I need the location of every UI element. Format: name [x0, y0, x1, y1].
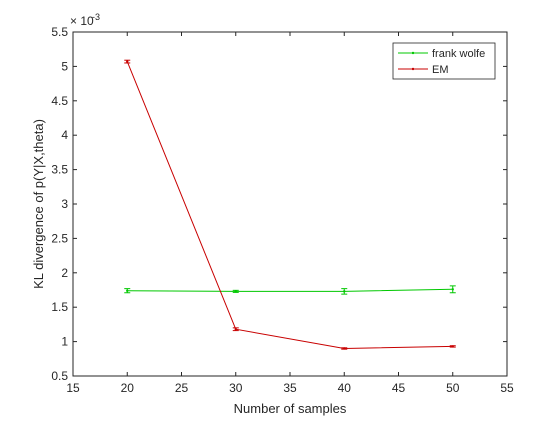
x-tick-label: 20 [121, 381, 135, 395]
y-tick-label: 4.5 [51, 94, 68, 108]
y-tick-label: 2.5 [51, 231, 68, 245]
x-tick-label: 35 [283, 381, 297, 395]
y-tick-label: 3 [61, 197, 68, 211]
y-tick-label: 1.5 [51, 300, 68, 314]
y-tick-label: 3.5 [51, 163, 68, 177]
data-point [234, 290, 237, 293]
data-marks [124, 59, 456, 350]
data-point [451, 345, 454, 348]
series-line-1 [126, 61, 453, 349]
legend-marker [411, 67, 415, 71]
y-tick-label: 5.5 [51, 25, 68, 39]
y-tick-label: 4 [61, 128, 68, 142]
plot-area-background [73, 32, 507, 376]
x-tick-label: 45 [392, 381, 406, 395]
data-point [234, 328, 237, 331]
data-point [126, 60, 129, 63]
legend-box [392, 42, 496, 80]
axis-ticks: 15 20 25 30 35 40 45 50 55 0.5 1 1.5 2 2.5 3 3.5 4 4.5 5 5.… [51, 25, 514, 395]
y-tick-label: 2 [61, 266, 68, 280]
x-axis-label: Number of samples [234, 401, 347, 416]
x-tick-label: 15 [66, 381, 80, 395]
data-point [451, 288, 454, 291]
y-tick-label: 1 [61, 335, 68, 349]
data-point [126, 289, 129, 292]
legend-label: EM [432, 64, 449, 76]
legend: frank wolfe EM [392, 42, 496, 80]
legend-entries: frank wolfe EM [398, 48, 485, 76]
x-tick-label: 30 [229, 381, 243, 395]
y-multiplier-exponent: -3 [92, 12, 100, 22]
data-point [343, 347, 346, 350]
legend-marker [411, 51, 415, 55]
y-multiplier-base: × 10 [70, 14, 94, 28]
series-line-0 [127, 288, 453, 292]
x-tick-label: 50 [446, 381, 460, 395]
x-tick-label: 55 [500, 381, 514, 395]
x-tick-label: 25 [175, 381, 189, 395]
y-axis-label: KL divergence of p(Y|X,theta) [31, 119, 46, 289]
legend-label: frank wolfe [432, 48, 485, 60]
y-tick-label: 0.5 [51, 369, 68, 383]
data-point [343, 290, 346, 293]
y-tick-label: 5 [61, 59, 68, 73]
x-tick-label: 40 [338, 381, 352, 395]
